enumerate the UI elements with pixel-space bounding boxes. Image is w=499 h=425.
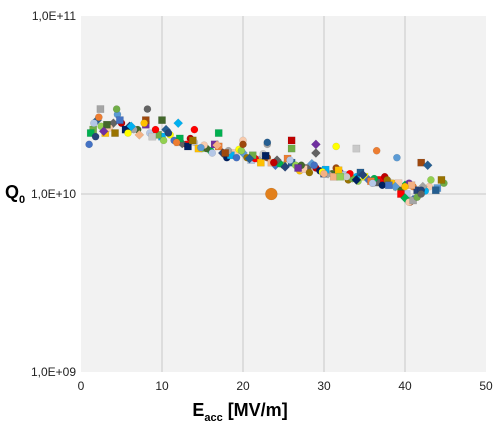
x-tick-label: 50 [479, 379, 493, 393]
data-point [190, 125, 199, 134]
data-point [116, 116, 124, 124]
outlier-point [265, 187, 278, 201]
data-point [143, 105, 152, 113]
y-tick-label: 1,0E+11 [32, 9, 76, 23]
data-point [286, 156, 294, 164]
data-point [280, 161, 291, 172]
data-point [237, 146, 246, 155]
x-tick-label: 40 [398, 379, 412, 393]
data-point [86, 129, 95, 137]
data-point [437, 176, 446, 184]
data-point [94, 113, 103, 122]
x-tick-label: 30 [317, 379, 331, 393]
data-point [357, 169, 368, 180]
data-point [417, 190, 426, 198]
y-axis-title-sub: 0 [19, 194, 25, 206]
data-point [124, 129, 132, 137]
data-point [158, 116, 166, 124]
data-point [310, 139, 321, 150]
data-point [417, 158, 426, 167]
data-point [221, 149, 230, 157]
data-point [172, 138, 181, 147]
data-point [90, 119, 98, 128]
data-point [159, 136, 168, 145]
data-point [151, 125, 160, 134]
data-point [336, 172, 345, 181]
x-tick-label: 0 [78, 379, 85, 393]
data-point [310, 161, 319, 170]
data-point [261, 151, 270, 160]
data-points [85, 105, 448, 206]
data-point [256, 158, 265, 167]
data-point [422, 160, 433, 171]
data-point [332, 142, 340, 151]
data-point [269, 158, 278, 167]
data-point [305, 168, 314, 177]
data-point [334, 166, 343, 175]
y-axis-title-main: Q [5, 182, 19, 202]
data-point [103, 120, 111, 129]
data-point [208, 149, 217, 157]
data-point [342, 172, 351, 181]
data-point [173, 118, 184, 129]
data-point [239, 140, 247, 149]
data-point [111, 129, 119, 137]
tick-labels: 0 10 20 30 40 50 1,0E+09 1,0E+10 1,0E+11 [31, 9, 493, 393]
y-axis-title: Q0 [5, 182, 25, 206]
data-point [98, 126, 109, 137]
data-point [352, 144, 361, 153]
data-point [427, 176, 435, 184]
data-point [96, 105, 105, 113]
data-point [384, 181, 393, 190]
data-point [287, 136, 296, 145]
data-point [188, 136, 197, 145]
data-point [134, 129, 145, 140]
data-point [287, 144, 296, 153]
x-axis-title-unit: [MV/m] [223, 400, 288, 420]
x-axis-title-sub: acc [204, 412, 222, 424]
x-tick-label: 20 [236, 379, 250, 393]
data-point [263, 138, 272, 147]
data-point [214, 129, 223, 137]
data-point [401, 182, 409, 191]
x-axis-title: Eacc [MV/m] [192, 400, 287, 424]
data-point [351, 174, 362, 185]
data-point [244, 153, 255, 164]
data-point [393, 153, 401, 162]
data-point [294, 164, 302, 172]
x-axis-title-main: E [192, 400, 204, 420]
y-tick-label: 1,0E+10 [31, 187, 76, 201]
data-point [368, 179, 377, 188]
data-point [126, 121, 137, 132]
data-point [329, 172, 338, 181]
data-point [85, 140, 93, 149]
data-point [112, 105, 121, 113]
data-point [140, 119, 149, 128]
data-point [310, 148, 321, 158]
data-point [320, 169, 328, 178]
data-point [184, 142, 192, 151]
data-point [232, 153, 241, 162]
data-point [372, 146, 381, 155]
data-point [91, 132, 100, 141]
data-point [148, 132, 157, 141]
data-point [407, 181, 416, 190]
x-tick-label: 10 [155, 379, 169, 393]
data-point [431, 186, 440, 195]
data-point [197, 143, 205, 152]
data-point [164, 129, 173, 137]
y-tick-label: 1,0E+09 [31, 365, 76, 379]
data-point [212, 140, 223, 151]
